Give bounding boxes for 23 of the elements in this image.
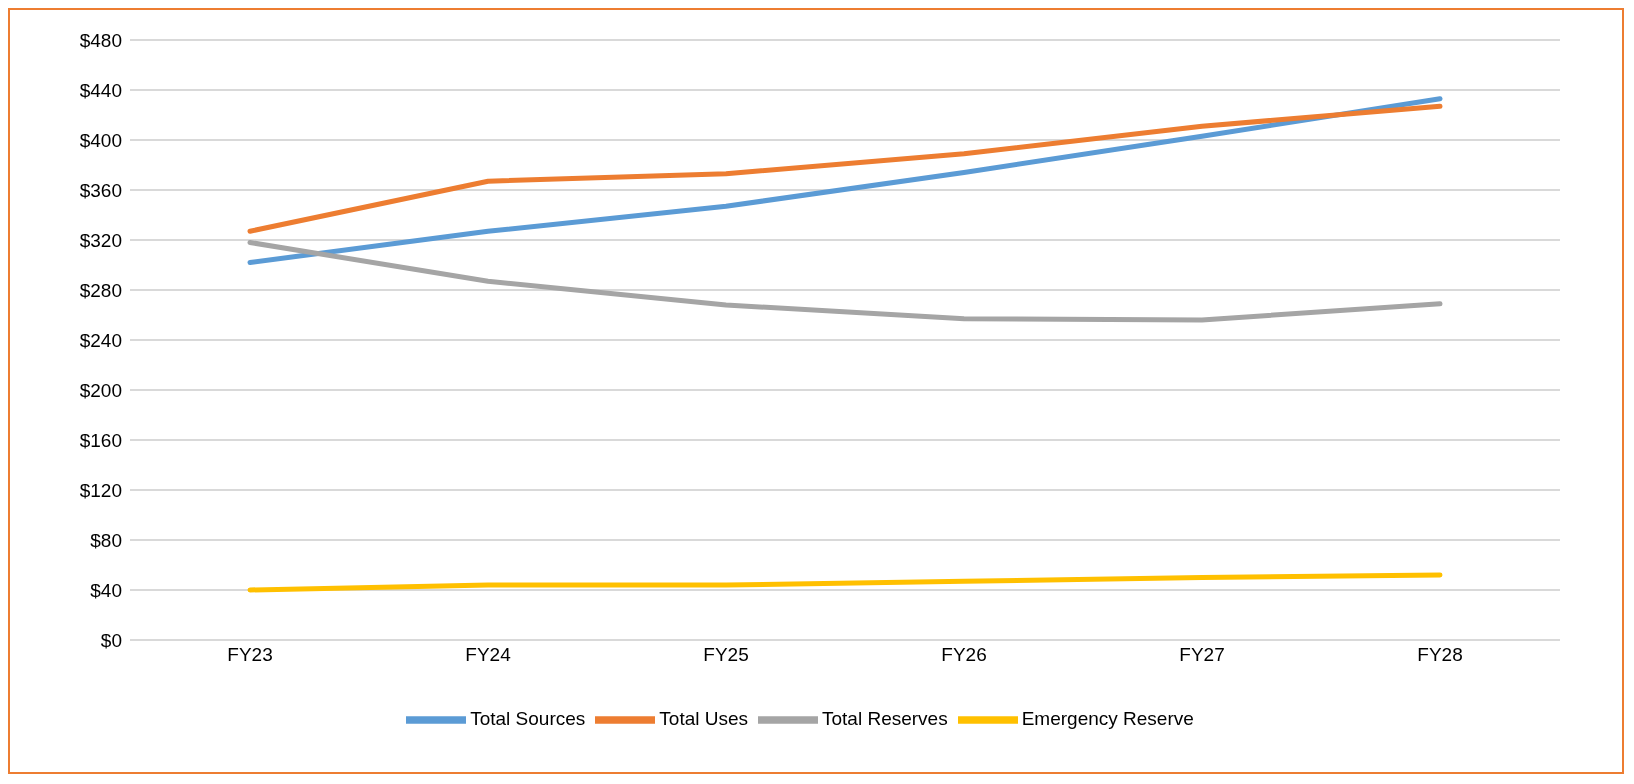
y-tick-label: $200 [79, 379, 122, 401]
x-tick-label: FY27 [1179, 644, 1225, 666]
y-tick-label: $0 [100, 629, 122, 651]
x-tick-label: FY23 [227, 644, 273, 666]
legend-label: Total Uses [659, 708, 749, 730]
x-tick-label: FY24 [465, 644, 512, 666]
y-tick-label: $120 [79, 479, 122, 501]
y-tick-label: $400 [79, 129, 122, 151]
y-tick-label: $240 [79, 329, 122, 351]
y-tick-label: $40 [90, 579, 122, 601]
y-tick-label: $480 [79, 29, 122, 51]
y-tick-label: $80 [90, 529, 122, 551]
x-tick-label: FY25 [703, 644, 749, 666]
legend-label: Emergency Reserve [1021, 708, 1194, 730]
y-tick-label: $440 [79, 79, 122, 101]
x-tick-label: FY26 [941, 644, 987, 666]
legend-label: Total Sources [470, 708, 586, 730]
y-tick-label: $280 [79, 279, 122, 301]
y-tick-label: $320 [79, 229, 122, 251]
legend-label: Total Reserves [822, 708, 948, 730]
y-tick-label: $360 [79, 179, 122, 201]
y-tick-label: $160 [79, 429, 122, 451]
x-tick-label: FY28 [1417, 644, 1463, 666]
